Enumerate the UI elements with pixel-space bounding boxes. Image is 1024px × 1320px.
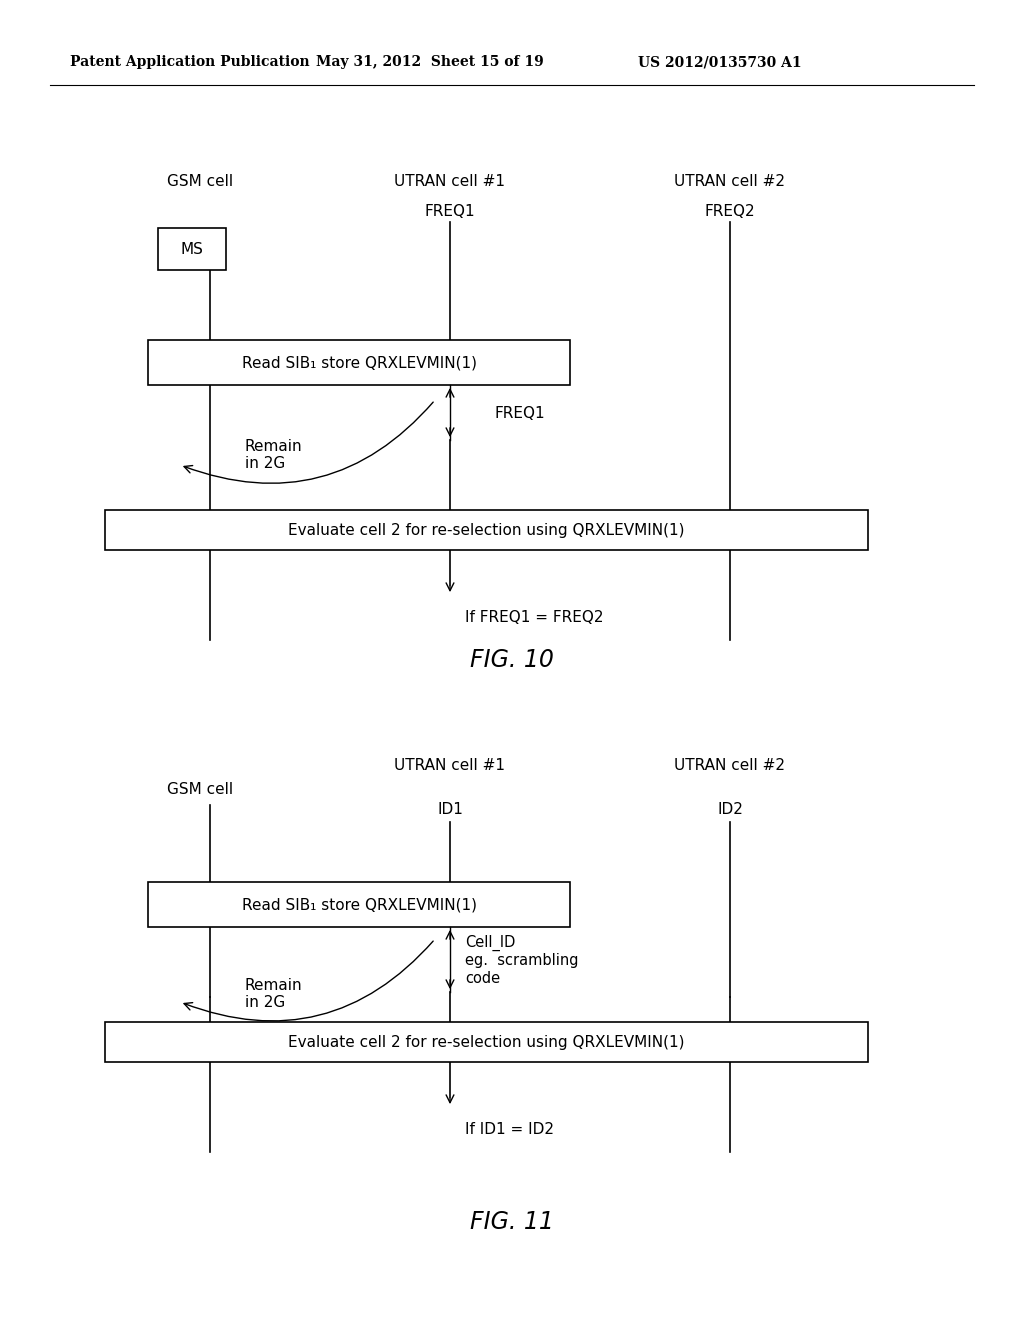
Text: UTRAN cell #1: UTRAN cell #1 [394, 758, 506, 772]
Text: GSM cell: GSM cell [167, 783, 233, 797]
Text: Evaluate cell 2 for re-selection using QRXLEVMIN(1): Evaluate cell 2 for re-selection using Q… [288, 523, 685, 537]
Text: Remain
in 2G: Remain in 2G [245, 438, 303, 471]
Text: FREQ1: FREQ1 [425, 205, 475, 219]
Text: ID2: ID2 [717, 803, 743, 817]
Text: MS: MS [180, 242, 204, 256]
Text: FREQ2: FREQ2 [705, 205, 756, 219]
Bar [105, 510, 868, 550]
Text: FREQ1: FREQ1 [495, 405, 546, 421]
Text: Remain
in 2G: Remain in 2G [245, 978, 303, 1010]
Text: ID1: ID1 [437, 803, 463, 817]
Text: If FREQ1 = FREQ2: If FREQ1 = FREQ2 [465, 610, 603, 624]
Text: US 2012/0135730 A1: US 2012/0135730 A1 [638, 55, 802, 69]
Text: FIG. 11: FIG. 11 [470, 1210, 554, 1234]
Text: If ID1 = ID2: If ID1 = ID2 [465, 1122, 554, 1137]
Text: Read SIB₁ store QRXLEVMIN(1): Read SIB₁ store QRXLEVMIN(1) [242, 898, 476, 912]
Bar [105, 1022, 868, 1063]
Text: Patent Application Publication: Patent Application Publication [71, 55, 310, 69]
Text: Read SIB₁ store QRXLEVMIN(1): Read SIB₁ store QRXLEVMIN(1) [242, 355, 476, 370]
Text: UTRAN cell #2: UTRAN cell #2 [675, 758, 785, 772]
Bar [158, 228, 226, 271]
Text: GSM cell: GSM cell [167, 174, 233, 190]
Bar [148, 341, 570, 385]
Text: UTRAN cell #1: UTRAN cell #1 [394, 174, 506, 190]
Text: FIG. 10: FIG. 10 [470, 648, 554, 672]
Text: Evaluate cell 2 for re-selection using QRXLEVMIN(1): Evaluate cell 2 for re-selection using Q… [288, 1035, 685, 1049]
Bar [148, 882, 570, 927]
Text: UTRAN cell #2: UTRAN cell #2 [675, 174, 785, 190]
Text: Cell_ID
eg.  scrambling
code: Cell_ID eg. scrambling code [465, 935, 579, 986]
Text: May 31, 2012  Sheet 15 of 19: May 31, 2012 Sheet 15 of 19 [316, 55, 544, 69]
